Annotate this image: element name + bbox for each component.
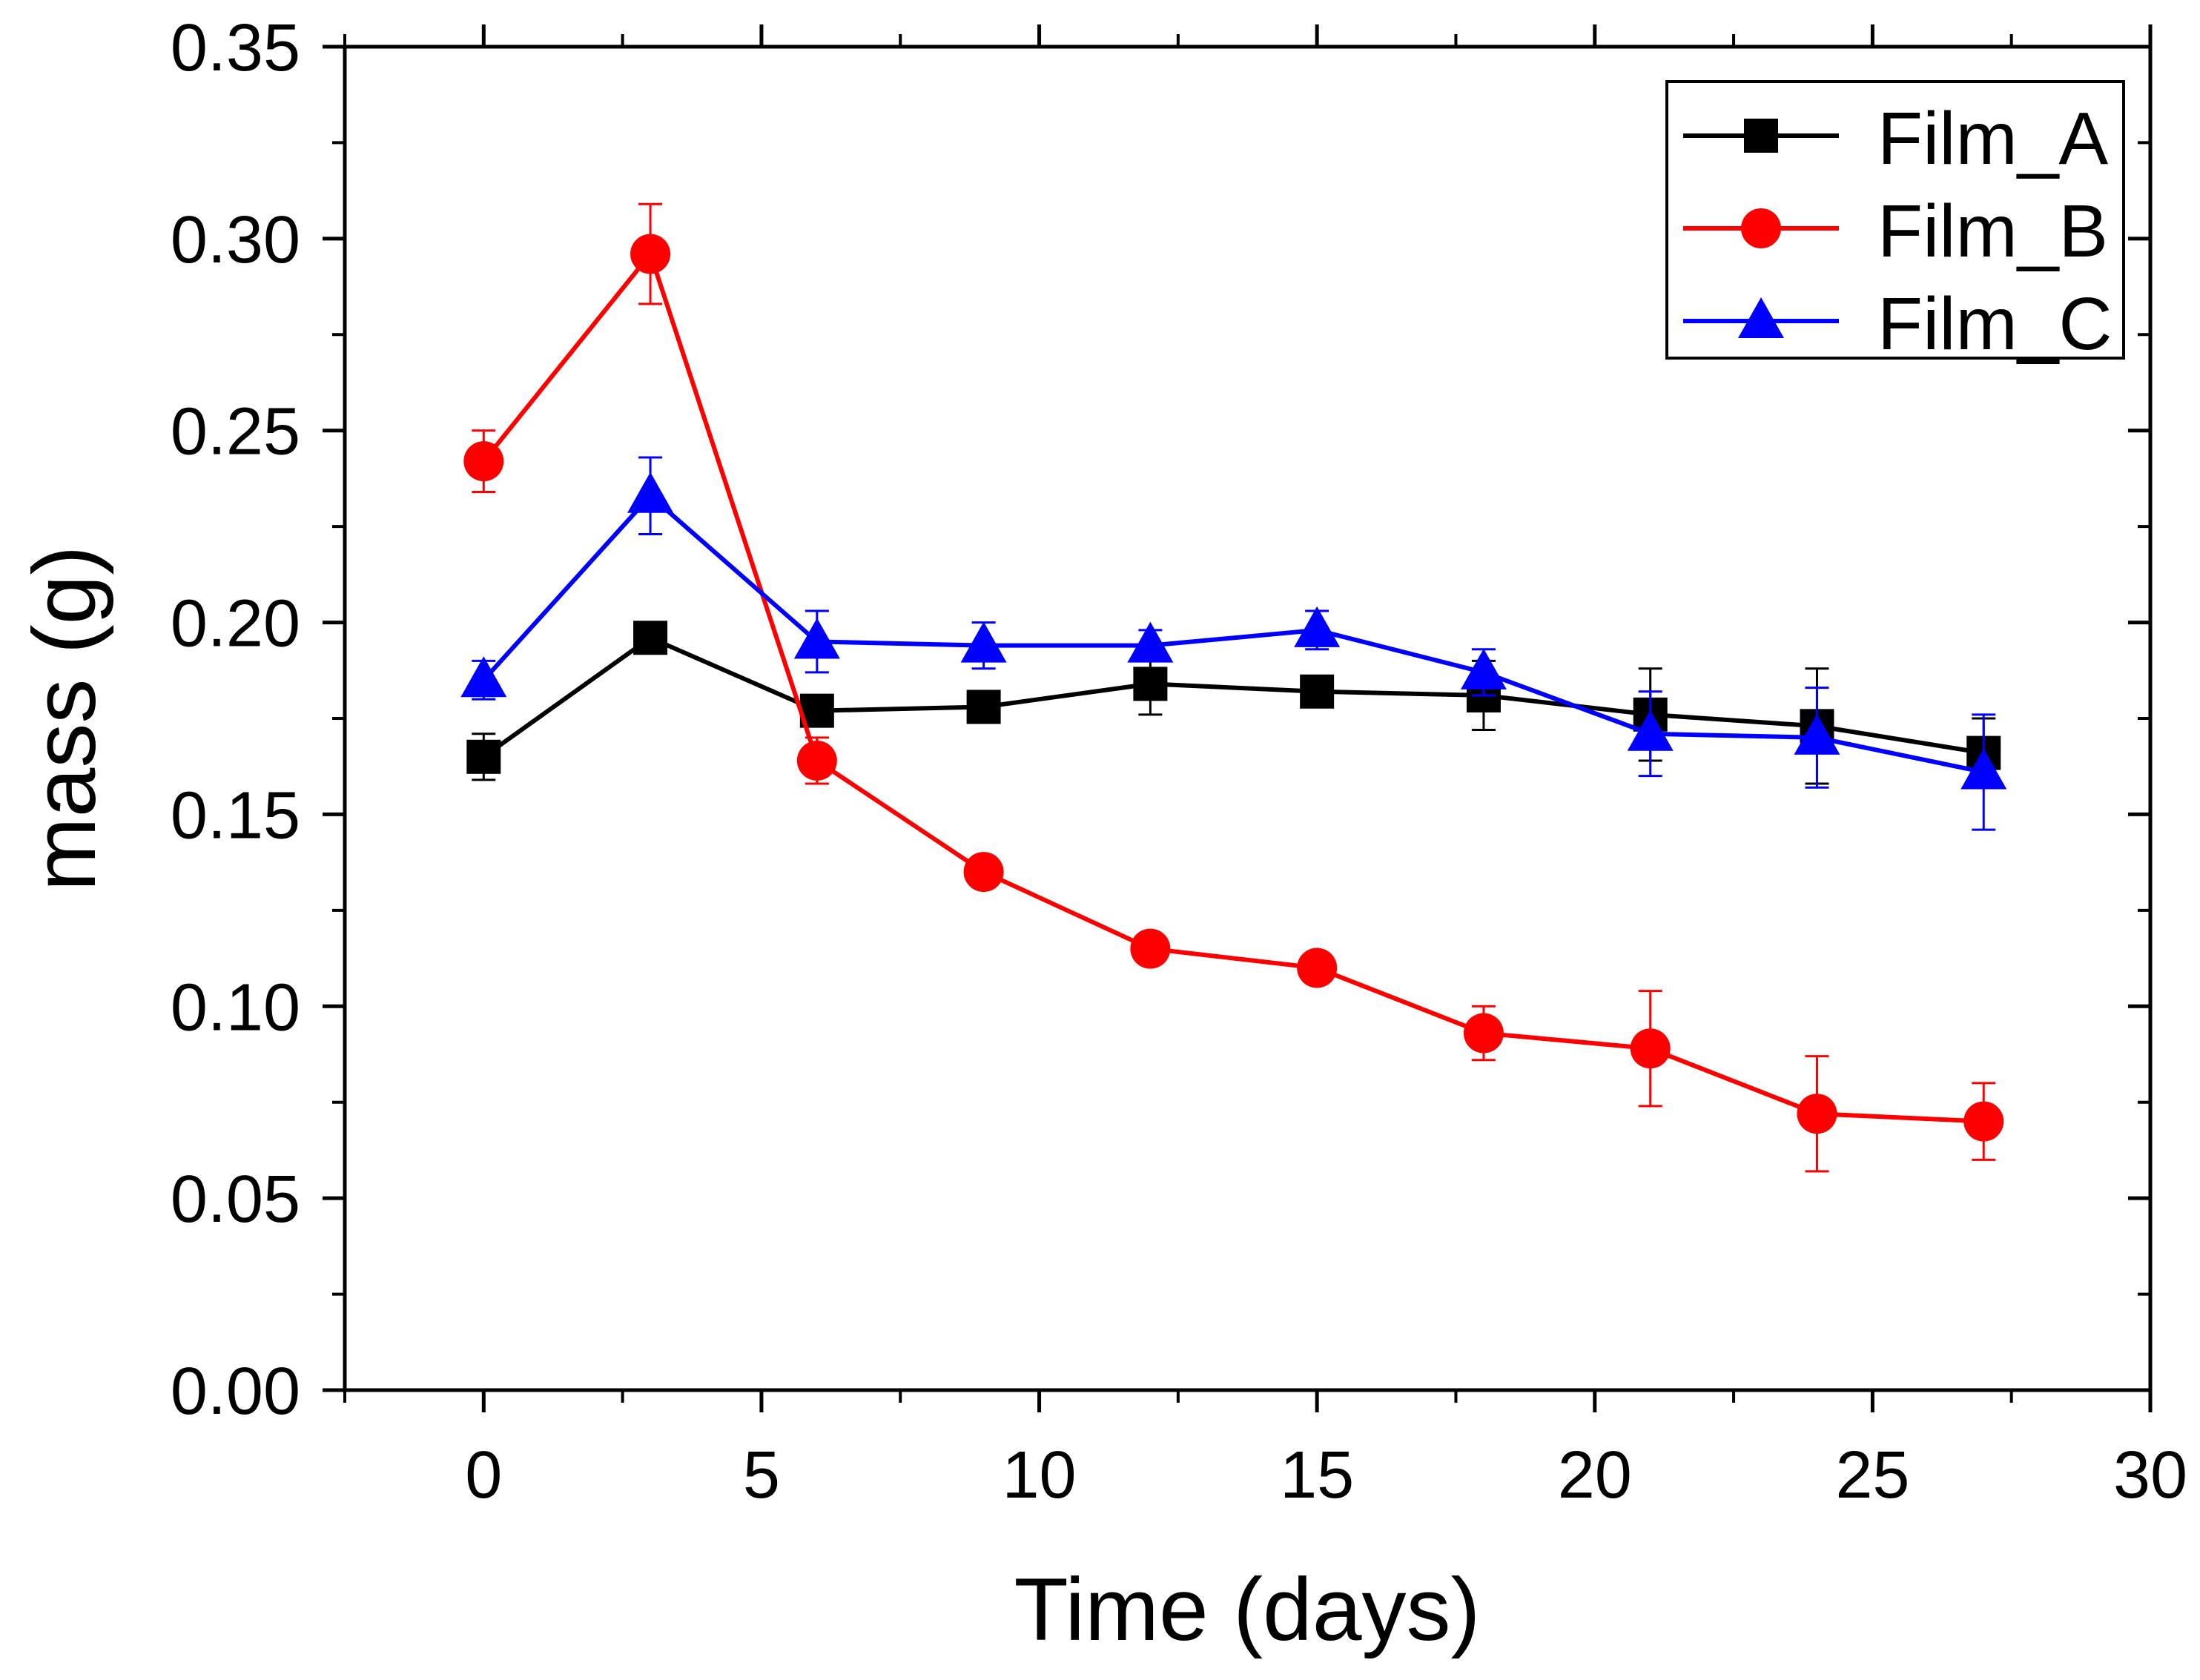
data-point-film-b (1797, 1094, 1837, 1134)
data-point-film-c (1294, 606, 1341, 647)
data-point-film-b (1630, 1028, 1671, 1069)
y-tick-label: 0.30 (171, 203, 300, 277)
data-point-film-b (1963, 1101, 2004, 1142)
x-tick-label: 15 (1280, 1438, 1354, 1512)
data-point-film-c (1460, 648, 1507, 689)
y-tick-label: 0.10 (171, 970, 300, 1045)
legend-marker-film-b (1741, 208, 1781, 248)
data-point-film-b (796, 740, 837, 781)
series-line-film-a (482, 635, 1984, 759)
series-line-film-c (482, 492, 1984, 775)
legend-item-film-a: Film_A (1683, 97, 2108, 180)
legend-label: Film_B (1877, 190, 2108, 273)
data-point-film-a (966, 689, 1001, 724)
x-tick-label: 25 (1835, 1438, 1909, 1512)
data-point-film-b (463, 441, 504, 482)
data-point-film-c (1960, 748, 2007, 790)
data-point-film-c (960, 621, 1007, 663)
legend-label: Film_A (1877, 97, 2108, 180)
axis-tick-labels: 0 5 10 15 20 25 30 0.00 0.05 0.10 0.15 0.20 0.25 0.30… (171, 11, 2187, 1512)
series-film-b (463, 202, 2004, 1173)
series-film-c (460, 456, 2007, 831)
legend-item-film-b: Film_B (1683, 190, 2108, 273)
series-layer (460, 202, 2007, 1173)
data-point-film-c (1127, 621, 1174, 663)
y-tick-label: 0.05 (171, 1163, 300, 1237)
x-tick-label: 30 (2113, 1438, 2187, 1512)
legend-marker-film-c (1738, 297, 1784, 338)
data-point-film-c (793, 618, 840, 659)
data-point-film-b (1130, 928, 1171, 969)
data-point-film-b (630, 234, 671, 274)
data-point-film-a (1300, 674, 1335, 709)
data-point-film-a (633, 621, 668, 655)
data-point-film-c (460, 656, 507, 698)
data-point-film-c (1794, 713, 1840, 755)
data-point-film-c (1627, 710, 1674, 751)
y-tick-label: 0.20 (171, 587, 300, 661)
series-film-a (466, 621, 2001, 789)
x-tick-label: 10 (1002, 1438, 1076, 1512)
data-point-film-b (963, 852, 1004, 893)
legend-marker-film-a (1744, 119, 1778, 153)
x-tick-label: 20 (1558, 1438, 1632, 1512)
y-tick-label: 0.00 (171, 1355, 300, 1429)
legend-label: Film_C (1877, 282, 2113, 366)
y-tick-label: 0.35 (171, 11, 300, 85)
y-tick-label: 0.15 (171, 778, 300, 853)
legend: Film_A Film_B Film_C (1665, 80, 2125, 366)
x-tick-label: 0 (465, 1438, 502, 1512)
data-point-film-a (1133, 667, 1168, 701)
axis-ticks (323, 24, 2153, 1412)
data-point-film-c (627, 472, 674, 513)
x-tick-label: 5 (743, 1438, 780, 1512)
data-point-film-b (1463, 1013, 1504, 1054)
x-axis-label: Time (days) (1014, 1560, 1481, 1659)
series-line-film-b (481, 249, 1984, 1124)
y-tick-label: 0.25 (171, 395, 300, 469)
y-axis-label: mass (g) (15, 546, 114, 892)
legend-item-film-c: Film_C (1683, 282, 2113, 366)
data-point-film-a (466, 739, 501, 774)
data-point-film-b (1297, 948, 1338, 988)
